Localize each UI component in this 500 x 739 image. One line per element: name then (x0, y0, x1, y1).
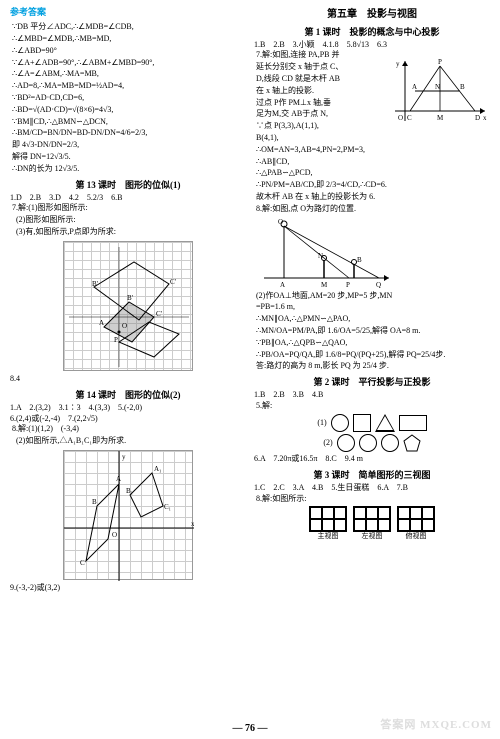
svg-text:M: M (437, 114, 444, 122)
coord-figure: x y O A B C A₁ B₁ C₁ (10, 450, 246, 580)
q8-answer: 8.4 (10, 374, 246, 385)
svg-text:C₁: C₁ (164, 503, 171, 511)
lesson2-answers: 1.B 2.B 3.B 4.B (254, 390, 490, 401)
l14-q8a: 8.解:(1)(1,2) (-3,4) (10, 424, 246, 435)
svg-text:C': C' (170, 278, 176, 286)
q7-line: 7.解:如图,连接 PA,PB 并 (254, 50, 372, 61)
proof-block: ∵DB 平分∠ADC,∴∠MDB=∠CDB, ∴∠MBD=∠MDB,∴MB=MD… (10, 22, 246, 174)
svg-text:B₁: B₁ (126, 487, 133, 495)
svg-text:B: B (92, 498, 97, 506)
svg-text:B: B (357, 256, 362, 264)
shape-row-1: (1) (254, 414, 490, 432)
lesson14-title: 第 14 课时 图形的位似(2) (10, 389, 246, 401)
shape-row-2: (2) (254, 434, 490, 452)
l2-q5: 5.解: (254, 401, 490, 412)
l14-q8b: (2)如图所示,△A₁B₁C₁即为所求. (10, 436, 246, 447)
lesson1-title: 第 1 课时 投影的概念与中心投影 (254, 26, 490, 38)
lesson14-answers2: 6.(2,4)或(-2,-4) 7.(2,2√5) (10, 414, 246, 425)
watermark: 答案网 MXQE.COM (380, 718, 492, 733)
l3-q8: 8.解:如图所示: (254, 494, 490, 505)
svg-text:x: x (191, 520, 194, 528)
svg-text:C: C (80, 559, 85, 567)
q7c-text: (3)有,如图所示,P点即为所求: (10, 227, 246, 238)
lesson13-answers: 1.D 2.B 3.D 4.2 5.2/3 6.B (10, 193, 246, 204)
projection-diagram: P A N B CO M D x y (390, 56, 490, 126)
l14-q9: 9.(-3,-2)或(3,2) (10, 583, 246, 594)
svg-text:M: M (321, 281, 328, 288)
svg-text:A: A (99, 319, 104, 327)
svg-text:P: P (114, 336, 118, 344)
streetlight-diagram: O N B A M P Q (254, 218, 490, 288)
q7b-text: (2)图形如图所示: (10, 215, 246, 226)
q7-text: 7.解:(1)图形如图所示: (10, 203, 246, 214)
svg-text:A: A (412, 83, 417, 91)
svg-text:O: O (122, 322, 127, 330)
svg-text:y: y (396, 60, 400, 68)
svg-text:O: O (398, 114, 403, 122)
lesson1-answers: 1.B 2.B 3.小颖 4.1.8 5.8√13 6.3 (254, 40, 490, 51)
grid-figure-1: A B' C' B' C' P O (10, 241, 246, 371)
svg-text:y: y (122, 453, 126, 461)
lesson2-bottom: 6.A 7.20π或16.5π 8.C 9.4 m (254, 454, 490, 465)
q8-text: 8.解:如图,点 O为路灯的位置. (254, 204, 490, 215)
svg-text:P: P (438, 58, 442, 66)
svg-text:P: P (346, 281, 350, 288)
svg-text:D: D (475, 114, 480, 122)
answer-key-header: 参考答案 (10, 6, 246, 18)
svg-text:N: N (318, 252, 323, 260)
svg-text:Q: Q (376, 281, 381, 288)
svg-text:N: N (435, 83, 440, 91)
svg-text:A: A (116, 475, 121, 483)
lesson2-title: 第 2 课时 平行投影与正投影 (254, 376, 490, 388)
svg-text:O: O (112, 531, 117, 539)
chapter5-title: 第五章 投影与视图 (254, 8, 490, 22)
svg-text:B: B (460, 83, 465, 91)
svg-text:A: A (280, 281, 285, 288)
svg-text:C': C' (156, 310, 162, 318)
lesson14-answers1: 1.A 2.(3,2) 3.1∶3 4.(3,3) 5.(-2,0) (10, 403, 246, 414)
ortho-views: 主视图 左视图 俯视图 (254, 506, 490, 541)
lesson13-title: 第 13 课时 图形的位似(1) (10, 179, 246, 191)
lesson3-title: 第 3 课时 简单图形的三视图 (254, 469, 490, 481)
svg-text:C: C (407, 114, 412, 122)
svg-text:O: O (278, 218, 283, 226)
svg-text:B': B' (127, 294, 133, 302)
svg-text:x: x (483, 114, 487, 122)
svg-text:B': B' (92, 280, 98, 288)
svg-text:A₁: A₁ (154, 465, 162, 473)
lesson3-answers: 1.C 2.C 3.A 4.B 5.生日蛋糕 6.A 7.B (254, 483, 490, 494)
